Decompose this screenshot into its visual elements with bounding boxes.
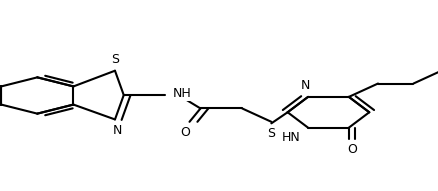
Text: NH: NH xyxy=(173,87,191,100)
Text: O: O xyxy=(180,126,190,139)
Text: N: N xyxy=(300,79,310,92)
Text: HN: HN xyxy=(281,130,300,143)
Text: N: N xyxy=(112,124,122,137)
Text: S: S xyxy=(111,53,119,66)
Text: O: O xyxy=(346,143,356,156)
Text: S: S xyxy=(267,127,275,140)
